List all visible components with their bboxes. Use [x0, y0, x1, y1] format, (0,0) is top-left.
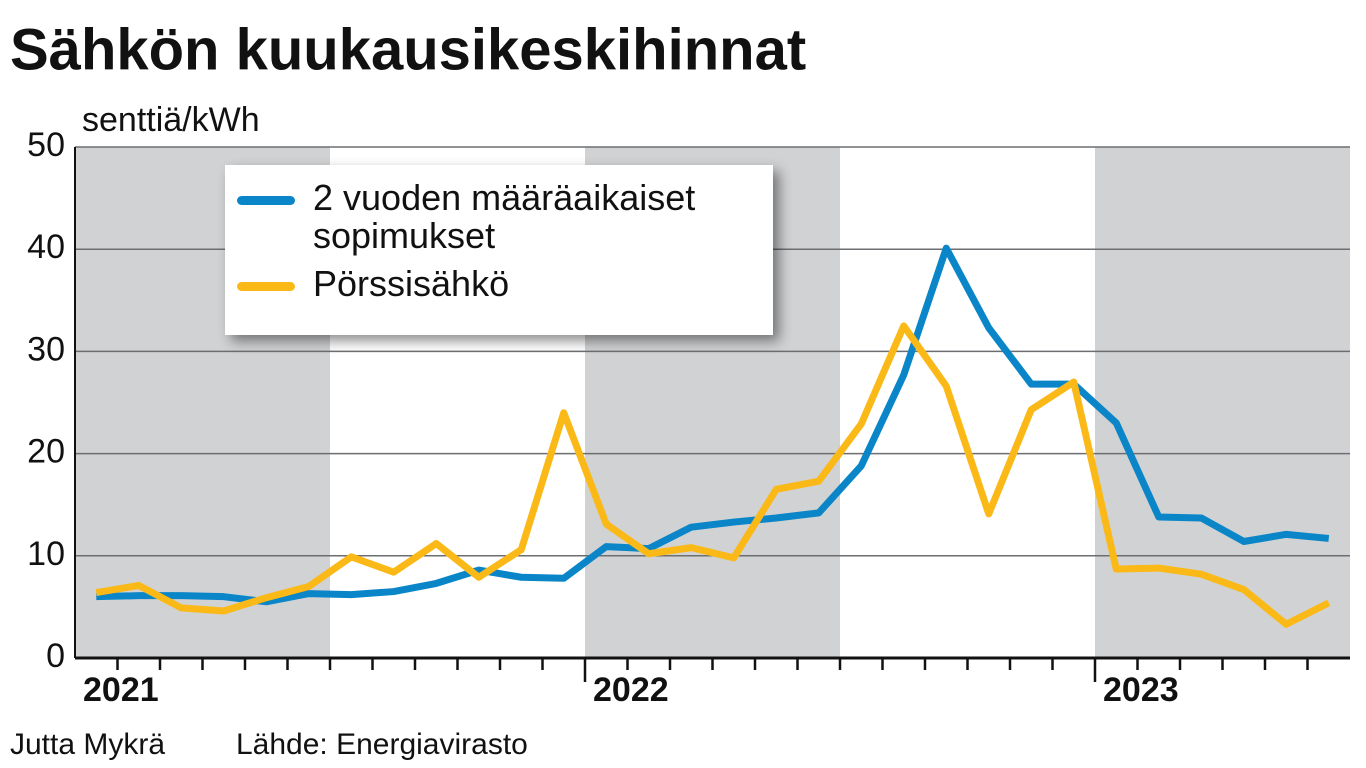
- legend-swatch: [237, 282, 295, 291]
- legend-item: 2 vuoden määräaikaiset sopimukset: [237, 179, 761, 255]
- legend-label: Pörssisähkö: [313, 263, 510, 304]
- x-tick-label: 2023: [1103, 671, 1179, 709]
- y-tick-label: 30: [27, 330, 65, 368]
- x-tick-label: 2021: [83, 671, 159, 709]
- y-tick-label: 10: [27, 535, 65, 573]
- series-line: [95, 322, 1331, 628]
- y-tick-label: 20: [27, 433, 65, 471]
- legend-label: 2 vuoden määräaikaiset sopimukset: [313, 177, 696, 256]
- y-tick-label: 50: [27, 126, 65, 164]
- x-tick-label: 2022: [593, 671, 669, 709]
- band: [1095, 147, 1350, 658]
- y-tick-label: 0: [46, 637, 65, 675]
- y-axis-label: senttiä/kWh: [82, 101, 260, 139]
- series-line: [96, 244, 1330, 606]
- credit: Jutta Mykrä: [10, 728, 165, 761]
- chart-title: Sähkön kuukausikeskihinnat: [10, 17, 806, 82]
- source: Lähde: Energiavirasto: [236, 728, 528, 761]
- legend: 2 vuoden määräaikaiset sopimukset Pörssis…: [225, 165, 773, 335]
- legend-swatch: [237, 196, 295, 205]
- legend-item: Pörssisähkö: [237, 265, 761, 303]
- y-tick-label: 40: [27, 228, 65, 266]
